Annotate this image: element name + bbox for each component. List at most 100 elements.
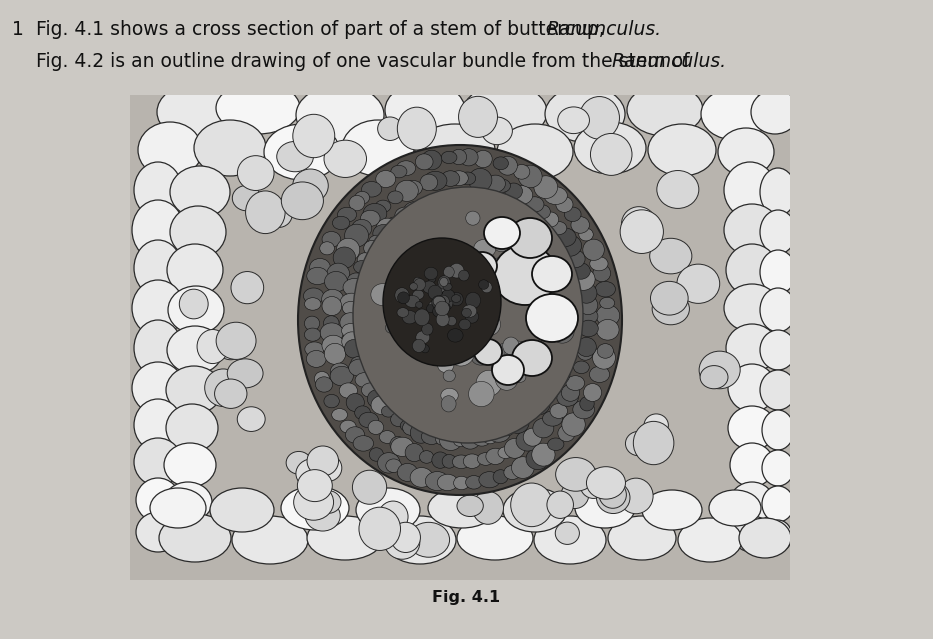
Ellipse shape [484,240,497,251]
Ellipse shape [557,289,578,305]
Ellipse shape [561,481,589,509]
Ellipse shape [402,311,417,324]
Ellipse shape [304,298,321,310]
Ellipse shape [388,191,403,204]
Ellipse shape [286,451,312,474]
Ellipse shape [355,191,369,204]
Ellipse shape [415,302,423,308]
Ellipse shape [168,286,224,334]
Ellipse shape [179,289,208,319]
Ellipse shape [547,491,574,518]
Ellipse shape [164,443,216,487]
Ellipse shape [505,438,525,458]
Ellipse shape [481,117,512,144]
Ellipse shape [138,122,202,178]
Ellipse shape [492,355,524,385]
Ellipse shape [325,343,345,364]
Ellipse shape [526,448,550,470]
Ellipse shape [481,282,492,293]
Ellipse shape [471,350,491,365]
Ellipse shape [426,196,440,210]
Ellipse shape [553,228,576,247]
Ellipse shape [560,300,578,314]
Ellipse shape [320,242,334,255]
Ellipse shape [439,430,462,450]
Ellipse shape [304,316,320,330]
Ellipse shape [132,200,184,260]
Ellipse shape [204,369,242,406]
Ellipse shape [433,306,444,317]
Ellipse shape [438,474,458,491]
Ellipse shape [494,470,508,484]
Ellipse shape [447,338,475,366]
Ellipse shape [627,84,703,136]
Ellipse shape [384,516,456,564]
Ellipse shape [433,296,445,307]
Ellipse shape [405,295,420,307]
Ellipse shape [440,389,458,403]
Ellipse shape [413,279,425,291]
Ellipse shape [461,330,485,356]
Ellipse shape [422,323,433,335]
Ellipse shape [330,366,354,386]
Ellipse shape [264,124,340,180]
Ellipse shape [416,331,430,344]
Ellipse shape [466,273,479,284]
Ellipse shape [439,295,447,302]
Ellipse shape [504,465,521,479]
Ellipse shape [525,197,544,212]
Ellipse shape [293,169,328,203]
Ellipse shape [523,406,538,419]
Ellipse shape [493,157,508,170]
Ellipse shape [590,366,609,383]
Ellipse shape [452,295,461,302]
Ellipse shape [409,328,432,353]
Ellipse shape [545,86,625,142]
Ellipse shape [371,396,394,415]
Ellipse shape [546,374,562,390]
Ellipse shape [383,238,501,366]
Ellipse shape [166,366,222,414]
Ellipse shape [555,522,579,544]
Ellipse shape [305,500,341,531]
Ellipse shape [543,411,563,426]
Ellipse shape [599,481,626,508]
Ellipse shape [619,478,653,514]
Ellipse shape [357,253,372,268]
Ellipse shape [460,431,480,449]
Ellipse shape [136,512,180,552]
Ellipse shape [397,292,410,304]
Ellipse shape [724,162,776,218]
Ellipse shape [485,175,506,192]
Ellipse shape [536,205,550,219]
Ellipse shape [428,300,442,312]
Ellipse shape [417,242,443,272]
Ellipse shape [724,204,780,256]
Ellipse shape [537,240,561,260]
Ellipse shape [486,448,505,465]
Ellipse shape [439,302,451,313]
Ellipse shape [574,122,646,174]
Ellipse shape [621,206,656,241]
Ellipse shape [487,424,510,442]
Ellipse shape [579,469,607,498]
Ellipse shape [650,281,689,315]
Ellipse shape [596,320,619,340]
Ellipse shape [484,217,520,249]
Ellipse shape [464,454,480,468]
Ellipse shape [548,438,564,450]
Ellipse shape [397,308,409,318]
Ellipse shape [453,435,469,447]
Ellipse shape [534,176,558,199]
Ellipse shape [382,406,396,417]
Ellipse shape [503,204,522,223]
Ellipse shape [411,201,428,214]
Ellipse shape [527,393,550,415]
Ellipse shape [561,319,578,335]
Ellipse shape [359,412,379,427]
Ellipse shape [134,320,182,376]
Ellipse shape [450,293,463,306]
Ellipse shape [505,341,530,366]
Ellipse shape [386,217,402,229]
Ellipse shape [466,310,479,323]
